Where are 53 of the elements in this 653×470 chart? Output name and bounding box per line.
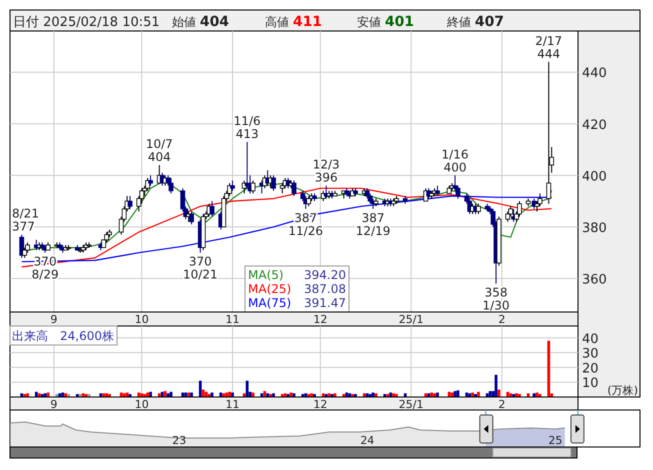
chart-title: 日付 2025/02/18 10:51 (13, 15, 160, 30)
x-tick-label: 25/1 (398, 313, 424, 326)
bar (456, 390, 460, 397)
y-axis-title: (万株) (607, 384, 638, 397)
y-tick-label: 360 (582, 272, 607, 288)
x-tick-label: 24 (360, 434, 374, 447)
bar (477, 392, 480, 397)
y-tick-label: 420 (582, 118, 607, 133)
x-tick-label: 23 (172, 434, 186, 447)
annotation: 387 12/19 (356, 210, 390, 238)
x-tick-label: 9 (50, 313, 58, 326)
annotation: 11/6 413 (234, 114, 261, 141)
text: 高値 411 (265, 14, 322, 30)
bar (170, 392, 172, 397)
annotation: 358 1/30 (482, 286, 510, 313)
y-tick-label: 400 (582, 169, 607, 184)
annotation: 391.47 (304, 296, 346, 310)
text: 安値 401 (357, 14, 414, 30)
bar (498, 390, 500, 397)
y-tick-label: 10 (582, 376, 599, 392)
annotation: 370 10/21 (183, 254, 218, 282)
text: 終値 407 (446, 14, 504, 30)
legend: MA(5) 394.20 MA(25) 387.08 MA(75) 391.47 (244, 266, 350, 312)
x-tick-label: 10 (134, 313, 149, 326)
x-tick-label: 10 (134, 398, 149, 411)
bar (34, 392, 38, 397)
bar (454, 391, 456, 397)
annotation: 10/7 404 (146, 137, 173, 164)
y-tick-label: 20 (582, 361, 599, 376)
annotation: 387.08 (304, 282, 346, 296)
x-tick-label: 9 (50, 398, 58, 411)
y-tick-label: 30 (582, 346, 599, 362)
x-tick-label: 25 (548, 434, 562, 447)
annotation: 8/21 377 (12, 206, 39, 234)
annotation: 1/16 400 (442, 147, 469, 174)
x-tick-label: 12 (313, 313, 328, 326)
x-tick-label: 25/1 (398, 398, 424, 411)
x-tick-label: 11 (226, 398, 240, 411)
text: 始値 404 (172, 14, 230, 30)
bar (494, 374, 498, 397)
annotation: 12/3 396 (312, 158, 340, 185)
annotation: 2/17 444 (535, 34, 562, 61)
annotation: 394.20 (304, 268, 346, 282)
y-tick-label: 40 (582, 332, 599, 347)
bar (149, 392, 152, 397)
x-tick-label: 12 (313, 398, 328, 411)
x-tick-label: 2 (498, 398, 506, 411)
y-tick-label: 380 (582, 220, 607, 236)
y-tick-label: 440 (582, 66, 607, 82)
x-tick-label: 2 (498, 313, 506, 326)
bar (228, 392, 231, 397)
x-tick-label: 11 (226, 313, 240, 326)
chart-title: 出来高 24,600株 (12, 329, 114, 343)
